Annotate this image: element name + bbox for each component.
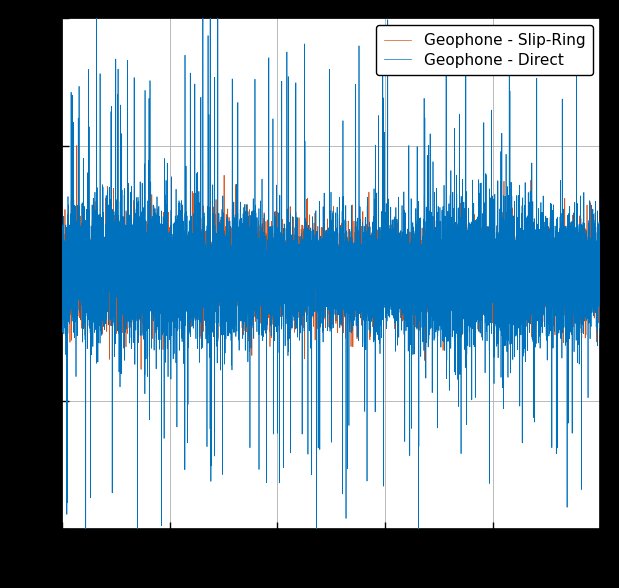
Line: Geophone - Slip-Ring: Geophone - Slip-Ring	[62, 145, 600, 369]
Geophone - Direct	[80, 259, 88, 266]
Geophone - Slip-Ring	[90, 298, 98, 305]
Geophone - Slip-Ring	[61, 258, 68, 265]
Geophone - Slip-Ring	[597, 284, 604, 291]
Geophone - Slip-Ring	[164, 239, 171, 246]
Geophone - Slip-Ring	[321, 277, 329, 284]
Geophone - Direct	[58, 255, 66, 262]
Geophone - Direct	[321, 292, 329, 299]
Geophone - Slip-Ring	[568, 253, 576, 260]
Geophone - Slip-Ring	[73, 142, 80, 149]
Legend: Geophone - Slip-Ring, Geophone - Direct: Geophone - Slip-Ring, Geophone - Direct	[376, 25, 593, 75]
Geophone - Direct	[568, 218, 576, 225]
Geophone - Slip-Ring	[80, 298, 88, 305]
Geophone - Direct	[164, 272, 171, 279]
Geophone - Slip-Ring	[58, 273, 66, 280]
Geophone - Direct	[61, 292, 68, 299]
Geophone - Slip-Ring	[137, 366, 145, 373]
Geophone - Direct	[90, 285, 98, 292]
Geophone - Direct	[313, 552, 320, 559]
Geophone - Direct	[597, 250, 604, 257]
Line: Geophone - Direct: Geophone - Direct	[62, 0, 600, 555]
